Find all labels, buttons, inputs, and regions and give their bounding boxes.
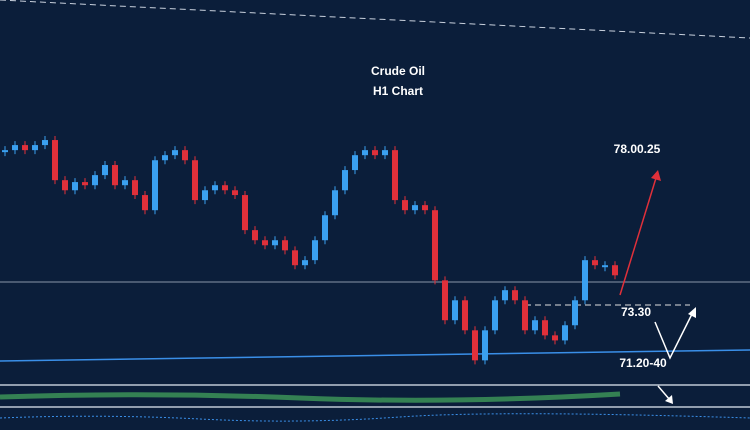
candle: [2, 150, 8, 153]
annotation: 71.20-40: [619, 356, 667, 370]
candle: [292, 250, 298, 266]
candle: [12, 145, 18, 151]
candle: [332, 190, 338, 216]
candle: [512, 290, 518, 301]
candle: [442, 280, 448, 321]
zigzag-arrow: [654, 311, 694, 360]
arrow-down: [657, 385, 671, 401]
candle: [522, 300, 528, 331]
arrow-head: [651, 170, 661, 181]
candle: [212, 185, 218, 191]
candle: [32, 145, 38, 151]
candle: [22, 145, 28, 151]
candle: [382, 150, 388, 156]
oscillator-line: [0, 413, 750, 422]
candle: [222, 185, 228, 191]
candle: [532, 320, 538, 331]
candle: [412, 205, 418, 211]
trend-line: [0, 0, 750, 39]
candle: [612, 265, 618, 276]
candle: [152, 160, 158, 211]
candle: [162, 155, 168, 161]
candle: [142, 195, 148, 211]
candle: [262, 240, 268, 246]
candle: [552, 335, 558, 341]
candle: [302, 260, 308, 266]
candle: [102, 165, 108, 176]
candle: [42, 140, 48, 146]
annotation: 73.30: [621, 305, 651, 319]
candle: [242, 195, 248, 231]
candle: [472, 330, 478, 361]
candle: [572, 300, 578, 326]
candle: [562, 325, 568, 341]
candle: [362, 150, 368, 156]
candle: [92, 175, 98, 186]
candle: [52, 140, 58, 181]
arrow-up: [619, 177, 657, 296]
chart-title: Crude Oil: [371, 64, 425, 78]
candle: [192, 160, 198, 201]
candle: [432, 210, 438, 281]
candle: [252, 230, 258, 241]
candle: [172, 150, 178, 156]
candle: [352, 155, 358, 171]
candle: [322, 215, 328, 241]
candle: [452, 300, 458, 321]
candle: [272, 240, 278, 246]
candle: [402, 200, 408, 211]
candle: [592, 260, 598, 266]
candle: [182, 150, 188, 161]
candle: [602, 265, 608, 268]
candle: [112, 165, 118, 186]
candle: [132, 180, 138, 196]
candle: [342, 170, 348, 191]
candle: [482, 330, 488, 361]
candle: [372, 150, 378, 156]
arrow-head: [688, 307, 696, 318]
support-line: [0, 349, 750, 362]
annotation: 78.00.25: [614, 142, 661, 156]
oscillator: [0, 391, 621, 403]
candle: [312, 240, 318, 261]
candle: [492, 300, 498, 331]
candle: [282, 240, 288, 251]
candle: [122, 180, 128, 186]
candle: [82, 182, 88, 186]
candle: [232, 190, 238, 196]
candle: [72, 182, 78, 191]
candle: [202, 190, 208, 201]
candle: [582, 260, 588, 301]
candle: [462, 300, 468, 331]
candle: [542, 320, 548, 336]
candle: [502, 290, 508, 301]
candle: [62, 180, 68, 191]
candle: [422, 205, 428, 211]
candle: [392, 150, 398, 201]
arrow-head: [665, 395, 673, 404]
candles: [2, 136, 618, 365]
chart-subtitle: H1 Chart: [373, 84, 423, 98]
